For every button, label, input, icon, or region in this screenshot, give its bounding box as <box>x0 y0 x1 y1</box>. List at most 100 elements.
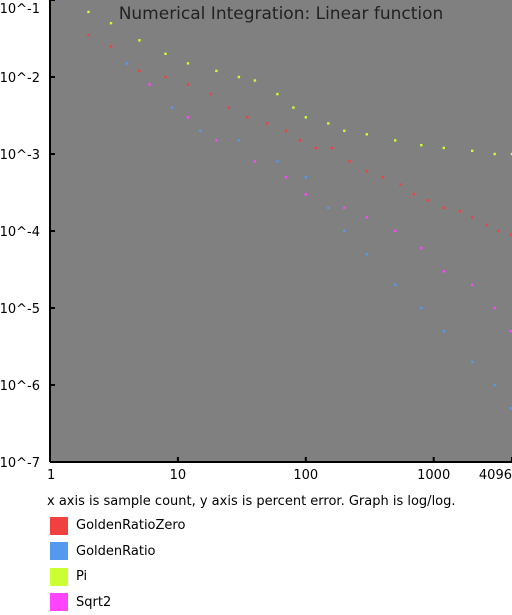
point-GoldenRatio-3 <box>238 139 240 141</box>
point-GoldenRatioZero-9 <box>285 130 287 132</box>
point-Pi-14 <box>366 133 368 135</box>
y-tick-label: 10^-4 <box>0 225 40 240</box>
point-Pi-15 <box>394 139 396 141</box>
point-GoldenRatioZero-20 <box>459 210 461 212</box>
point-Pi-12 <box>327 122 329 124</box>
point-GoldenRatio-8 <box>366 253 368 255</box>
point-GoldenRatioZero-6 <box>228 106 230 108</box>
x-tick-label: 1000 <box>417 468 450 483</box>
point-GoldenRatio-10 <box>420 307 422 309</box>
point-GoldenRatioZero-14 <box>366 170 368 172</box>
point-Pi-4 <box>164 53 166 55</box>
legend-swatch <box>50 593 68 611</box>
point-Sqrt2-1 <box>187 116 189 118</box>
legend: GoldenRatioZero GoldenRatio Pi Sqrt2 <box>50 513 185 615</box>
point-GoldenRatio-13 <box>494 384 496 386</box>
point-GoldenRatioZero-1 <box>110 45 112 47</box>
point-GoldenRatio-4 <box>276 160 278 162</box>
point-Sqrt2-12 <box>494 307 496 309</box>
point-Pi-10 <box>292 106 294 108</box>
point-GoldenRatioZero-7 <box>246 116 248 118</box>
series-GoldenRatioZero <box>87 34 512 236</box>
y-tick-label: 10^-3 <box>0 148 40 163</box>
point-Sqrt2-5 <box>305 193 307 195</box>
legend-item-Pi: Pi <box>50 564 185 590</box>
point-Pi-6 <box>215 70 217 72</box>
point-GoldenRatioZero-5 <box>209 93 211 95</box>
point-Pi-8 <box>254 79 256 81</box>
point-GoldenRatioZero-23 <box>497 230 499 232</box>
chart-caption: x axis is sample count, y axis is percen… <box>47 494 456 509</box>
legend-label: Pi <box>76 569 87 584</box>
point-GoldenRatioZero-13 <box>348 160 350 162</box>
point-GoldenRatioZero-12 <box>331 147 333 149</box>
point-GoldenRatio-9 <box>394 284 396 286</box>
point-GoldenRatio-11 <box>443 330 445 332</box>
point-GoldenRatio-7 <box>343 230 345 232</box>
series-Sqrt2 <box>148 83 512 332</box>
point-GoldenRatio-12 <box>471 361 473 363</box>
point-GoldenRatioZero-3 <box>164 76 166 78</box>
point-Sqrt2-0 <box>148 83 150 85</box>
y-tick-label: 10^-6 <box>0 379 40 394</box>
point-GoldenRatioZero-21 <box>471 216 473 218</box>
legend-item-GoldenRatioZero: GoldenRatioZero <box>50 513 185 539</box>
point-GoldenRatioZero-18 <box>427 199 429 201</box>
point-Sqrt2-3 <box>254 160 256 162</box>
chart-canvas: 10^-1 10^-2 10^-3 10^-4 10^-5 10^-6 10^-7 1 10 10… <box>0 0 512 500</box>
point-GoldenRatioZero-4 <box>187 83 189 85</box>
point-GoldenRatioZero-10 <box>299 139 301 141</box>
point-Pi-5 <box>187 62 189 64</box>
point-Pi-7 <box>238 76 240 78</box>
point-Sqrt2-7 <box>366 216 368 218</box>
point-Pi-16 <box>420 144 422 146</box>
point-GoldenRatioZero-11 <box>315 147 317 149</box>
point-Pi-19 <box>494 153 496 155</box>
point-Pi-1 <box>87 11 89 13</box>
x-tick-label: 10 <box>170 468 187 483</box>
point-GoldenRatioZero-0 <box>87 34 89 36</box>
legend-item-Sqrt2: Sqrt2 <box>50 590 185 615</box>
point-Pi-18 <box>471 150 473 152</box>
x-tick-label: 100 <box>293 468 318 483</box>
point-Pi-2 <box>110 22 112 24</box>
y-tick-label: 10^-7 <box>0 456 40 471</box>
legend-label: GoldenRatio <box>76 544 156 559</box>
point-Sqrt2-2 <box>215 139 217 141</box>
point-GoldenRatioZero-15 <box>382 176 384 178</box>
y-tick-label: 10^-2 <box>0 71 40 86</box>
point-GoldenRatioZero-8 <box>266 122 268 124</box>
point-Sqrt2-6 <box>343 207 345 209</box>
y-tick-label: 10^-5 <box>0 302 40 317</box>
point-GoldenRatioZero-16 <box>399 183 401 185</box>
legend-swatch <box>50 517 68 535</box>
legend-swatch <box>50 542 68 560</box>
chart-title: Numerical Integration: Linear function <box>119 4 444 24</box>
legend-label: GoldenRatioZero <box>76 518 185 533</box>
point-Pi-9 <box>276 93 278 95</box>
point-Pi-3 <box>138 39 140 41</box>
x-tick-label: 1 <box>47 468 55 483</box>
point-GoldenRatio-1 <box>171 106 173 108</box>
point-Sqrt2-11 <box>471 284 473 286</box>
point-GoldenRatioZero-2 <box>138 70 140 72</box>
point-GoldenRatioZero-17 <box>413 193 415 195</box>
point-Pi-17 <box>443 147 445 149</box>
series-GoldenRatio <box>126 62 512 409</box>
legend-label: Sqrt2 <box>76 595 111 610</box>
point-GoldenRatio-5 <box>305 176 307 178</box>
point-Sqrt2-10 <box>443 270 445 272</box>
y-tick-label: 10^-1 <box>0 2 40 17</box>
point-Sqrt2-9 <box>420 247 422 249</box>
point-GoldenRatioZero-22 <box>486 224 488 226</box>
point-Pi-11 <box>305 116 307 118</box>
point-GoldenRatio-0 <box>126 62 128 64</box>
point-GoldenRatioZero-19 <box>443 207 445 209</box>
point-Sqrt2-4 <box>285 176 287 178</box>
point-GoldenRatio-6 <box>327 207 329 209</box>
legend-swatch <box>50 568 68 586</box>
point-GoldenRatio-2 <box>199 130 201 132</box>
point-Sqrt2-8 <box>394 230 396 232</box>
legend-item-GoldenRatio: GoldenRatio <box>50 539 185 565</box>
x-tick-label: 4096 <box>479 468 512 483</box>
